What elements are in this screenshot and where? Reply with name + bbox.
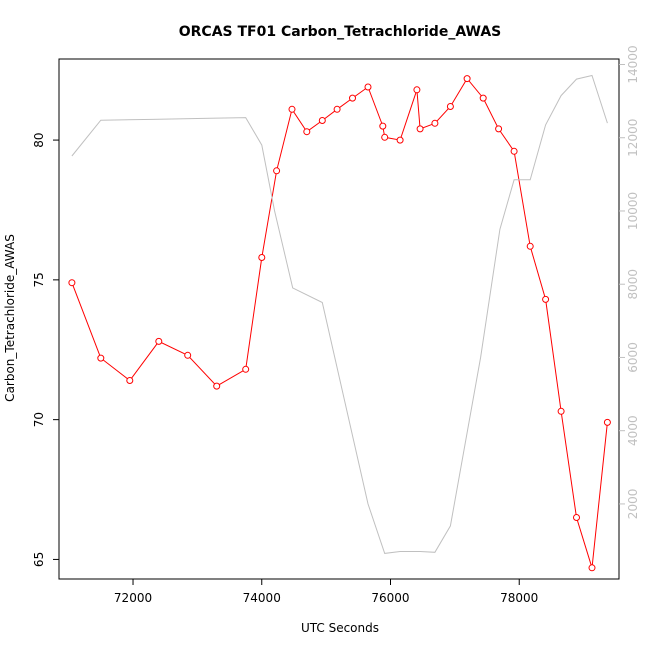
data-point-0-24	[495, 125, 503, 133]
y-axis-right: 2000 4000 6000 8000 10000 12000 14000	[619, 45, 640, 519]
data-point-0-8	[273, 167, 281, 175]
y-tick-label-1: 70	[32, 412, 46, 427]
data-point-0-7	[258, 254, 266, 261]
data-point-0-3	[155, 337, 163, 345]
data-point-0-26	[526, 242, 534, 250]
data-point-0-2	[126, 377, 134, 384]
data-point-0-16	[381, 133, 389, 141]
data-point-0-4	[184, 351, 192, 359]
y2-tick-label-4: 10000	[626, 192, 640, 230]
series-layer	[68, 74, 611, 572]
y-tick-label-3: 80	[32, 132, 46, 147]
data-point-0-9	[288, 105, 296, 113]
data-point-0-18	[413, 86, 421, 94]
y-axis-left: 65 70 75 80	[32, 132, 59, 567]
data-point-0-1	[97, 354, 105, 362]
series-line-0	[71, 77, 608, 568]
y2-tick-label-0: 2000	[626, 489, 640, 520]
data-point-0-14	[364, 83, 372, 91]
y2-tick-label-1: 4000	[626, 415, 640, 446]
data-point-0-6	[242, 365, 250, 373]
x-axis: 72000 74000 76000 78000	[114, 579, 538, 605]
data-point-0-13	[349, 94, 356, 102]
x-axis-label: UTC Seconds	[301, 621, 379, 635]
data-point-0-12	[333, 105, 341, 113]
y2-tick-label-6: 14000	[626, 45, 640, 83]
data-point-0-21	[446, 103, 454, 110]
data-point-0-11	[318, 117, 326, 124]
data-point-0-27	[542, 295, 550, 303]
data-point-0-30	[588, 564, 596, 572]
x-tick-label-1: 74000	[243, 591, 281, 605]
x-tick-label-2: 76000	[371, 591, 409, 605]
y2-tick-label-2: 6000	[626, 342, 640, 373]
y-axis-label: Carbon_Tetrachloride_AWAS	[3, 234, 17, 402]
data-point-0-25	[510, 147, 518, 155]
y2-tick-label-5: 12000	[626, 119, 640, 157]
data-point-0-29	[573, 514, 580, 521]
y2-tick-label-3: 8000	[626, 269, 640, 300]
data-point-0-10	[303, 128, 311, 136]
data-point-0-20	[431, 119, 439, 127]
data-point-0-31	[603, 418, 611, 426]
x-tick-label-3: 78000	[500, 591, 538, 605]
x-tick-label-0: 72000	[114, 591, 152, 605]
chart-title: ORCAS TF01 Carbon_Tetrachloride_AWAS	[179, 24, 502, 40]
plot-frame	[58, 58, 620, 580]
data-point-0-5	[213, 382, 221, 390]
series-line-1	[71, 74, 608, 554]
data-point-0-17	[396, 136, 404, 144]
data-point-0-19	[416, 125, 424, 133]
data-point-0-23	[479, 94, 487, 102]
data-point-0-15	[379, 122, 387, 130]
y-tick-label-0: 65	[32, 552, 46, 567]
y-tick-label-2: 75	[32, 272, 46, 287]
data-point-0-0	[68, 279, 76, 287]
data-point-0-22	[463, 75, 471, 83]
data-point-0-28	[557, 407, 565, 415]
